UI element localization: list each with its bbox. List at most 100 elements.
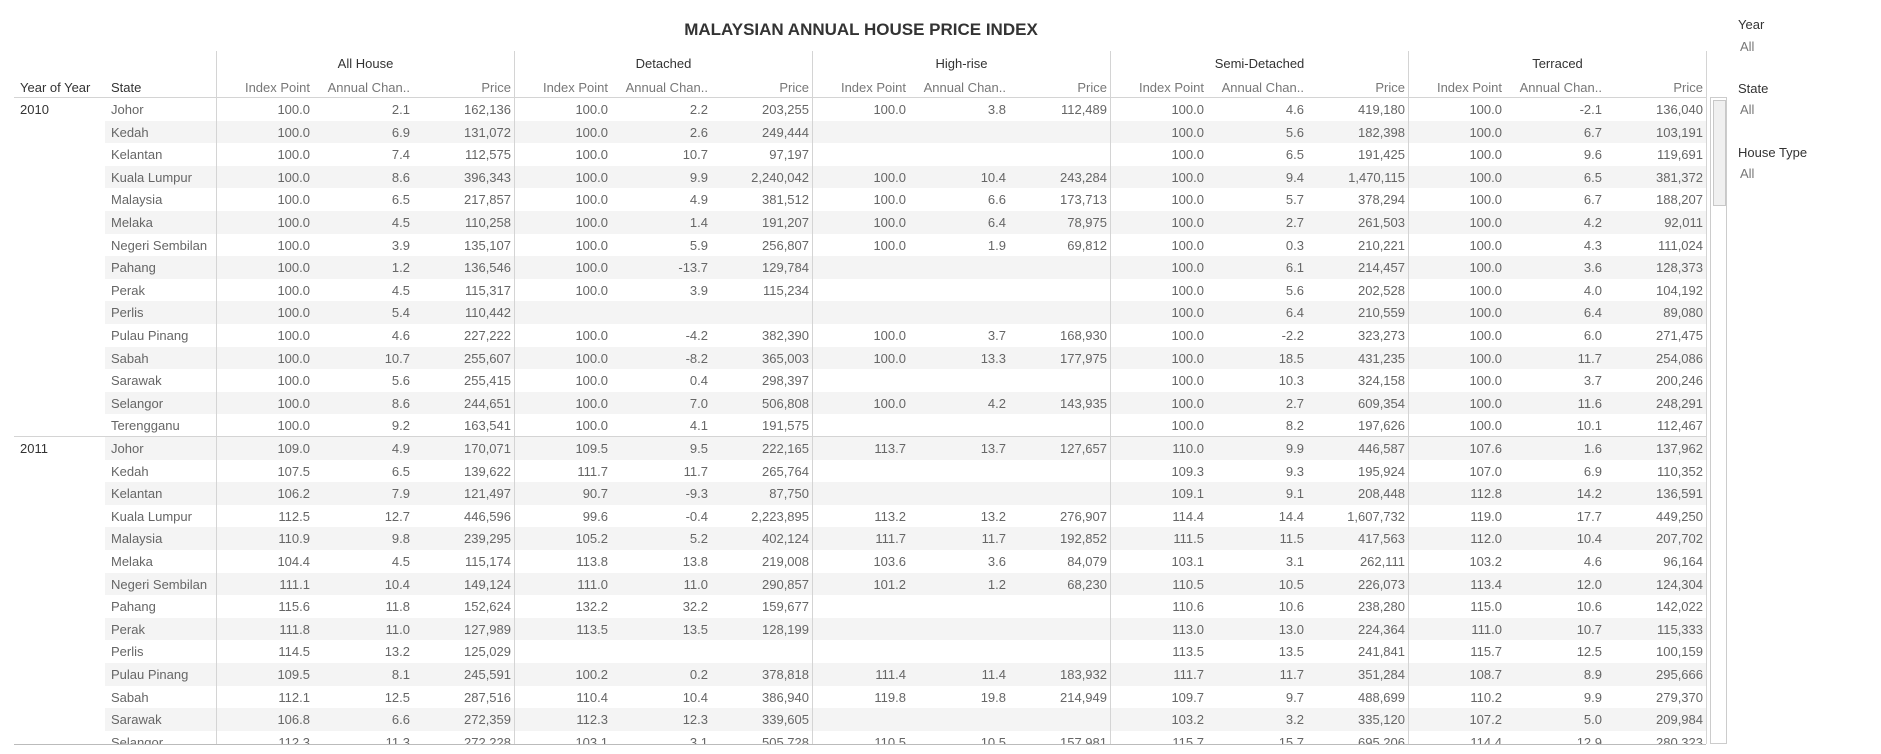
- annual-change-cell: 3.1: [689, 734, 708, 744]
- state-label: Perlis: [111, 305, 144, 321]
- price-cell: 226,073: [1358, 576, 1405, 592]
- table-row[interactable]: Sabah 112.1 12.5 287,516 110.4 10.4 386,940 119…: [0, 686, 1706, 709]
- table-row[interactable]: Perlis 114.5 13.2 125,029 113.5 13.5 241,841 11…: [0, 640, 1706, 663]
- price-cell: 89,080: [1663, 305, 1703, 321]
- annual-change-cell: 3.6: [1583, 260, 1602, 276]
- table-row[interactable]: Pulau Pinang 100.0 4.6 227,222 100.0 -4.2 382,…: [0, 324, 1706, 347]
- filter-year-value[interactable]: All: [1740, 39, 1755, 54]
- table-row[interactable]: Pahang 115.6 11.8 152,624 132.2 32.2 159,677 11…: [0, 595, 1706, 618]
- price-cell: 87,750: [769, 486, 809, 502]
- column-header[interactable]: Annual Chan..: [1519, 80, 1602, 95]
- table-row[interactable]: 2010 Johor 100.0 2.1 162,136 100.0 2.2 203,255 1…: [0, 98, 1706, 121]
- table-row[interactable]: Kuala Lumpur 100.0 8.6 396,343 100.0 9.9 2,240…: [0, 165, 1706, 189]
- column-header[interactable]: Index Point: [840, 80, 906, 95]
- table-row[interactable]: Melaka 100.0 4.5 110,258 100.0 1.4 191,207 100.…: [0, 211, 1706, 234]
- price-cell: 298,397: [762, 373, 809, 389]
- annual-change-cell: 10.4: [682, 689, 708, 705]
- annual-change-cell: 18.5: [1278, 350, 1304, 366]
- group-header[interactable]: Semi-Detached: [1214, 56, 1305, 71]
- index-point-cell: 101.2: [873, 576, 906, 592]
- filter-house-type-value[interactable]: All: [1740, 166, 1755, 181]
- group-header[interactable]: Detached: [635, 56, 692, 71]
- group-header[interactable]: High-rise: [935, 56, 988, 71]
- table-row[interactable]: Pulau Pinang 109.5 8.1 245,591 100.2 0.2 378,8…: [0, 663, 1706, 686]
- annual-change-cell: 1.4: [689, 215, 708, 230]
- index-point-cell: 100.0: [1469, 282, 1502, 298]
- price-cell: 129,784: [762, 260, 809, 276]
- table-row[interactable]: Malaysia 100.0 6.5 217,857 100.0 4.9 381,512 10…: [0, 188, 1706, 211]
- table-row[interactable]: Sarawak 106.8 6.6 272,359 112.3 12.3 339,605 10…: [0, 708, 1706, 731]
- column-header[interactable]: Price: [1077, 80, 1107, 95]
- price-cell: 446,587: [1358, 441, 1405, 456]
- state-label: Johor: [111, 441, 144, 456]
- index-point-cell: 100.0: [277, 328, 310, 343]
- table-row[interactable]: Melaka 104.4 4.5 115,174 113.8 13.8 219,008 103…: [0, 550, 1706, 573]
- annual-change-cell: 4.0: [1583, 282, 1602, 298]
- group-header[interactable]: All House: [337, 56, 394, 71]
- annual-change-cell: 10.1: [1576, 418, 1602, 434]
- column-header[interactable]: Index Point: [1436, 80, 1502, 95]
- index-point-cell: 100.0: [1469, 192, 1502, 208]
- column-header[interactable]: Price: [1673, 80, 1703, 95]
- column-header[interactable]: Annual Chan..: [625, 80, 708, 95]
- column-header[interactable]: Annual Chan..: [923, 80, 1006, 95]
- price-cell: 280,323: [1656, 734, 1703, 744]
- column-header[interactable]: Annual Chan..: [327, 80, 410, 95]
- state-label: Pahang: [111, 599, 156, 615]
- scrollbar-thumb[interactable]: [1713, 100, 1726, 206]
- table-row[interactable]: Malaysia 110.9 9.8 239,295 105.2 5.2 402,124 11…: [0, 527, 1706, 550]
- price-cell: 351,284: [1358, 667, 1405, 682]
- price-cell: 254,086: [1656, 350, 1703, 366]
- table-row[interactable]: Sarawak 100.0 5.6 255,415 100.0 0.4 298,397 100…: [0, 369, 1706, 392]
- table-row[interactable]: Kedah 107.5 6.5 139,622 111.7 11.7 265,764 109.…: [0, 460, 1706, 483]
- row-band: [105, 708, 1706, 731]
- index-point-cell: 100.0: [1469, 350, 1502, 366]
- state-label: Negeri Sembilan: [111, 237, 208, 253]
- table-row[interactable]: Perak 100.0 4.5 115,317 100.0 3.9 115,234 100.0…: [0, 279, 1706, 302]
- price-cell: 381,512: [762, 192, 809, 208]
- table-row[interactable]: Kelantan 106.2 7.9 121,497 90.7 -9.3 87,750 109…: [0, 482, 1706, 505]
- index-point-cell: 100.0: [1171, 282, 1204, 298]
- column-header[interactable]: Price: [481, 80, 511, 95]
- row-header-year[interactable]: Year of Year: [20, 80, 91, 95]
- table-row[interactable]: Perak 111.8 11.0 127,989 113.5 13.5 128,199 113…: [0, 617, 1706, 641]
- index-point-cell: 100.0: [1469, 328, 1502, 343]
- column-header[interactable]: Price: [779, 80, 809, 95]
- column-divider: [1408, 51, 1409, 744]
- column-header[interactable]: Price: [1375, 80, 1405, 95]
- price-cell: 248,291: [1656, 395, 1703, 411]
- state-label: Johor: [111, 102, 144, 117]
- table-row[interactable]: Pahang 100.0 1.2 136,546 100.0 -13.7 129,784 10…: [0, 256, 1706, 279]
- annual-change-cell: 13.7: [980, 441, 1006, 456]
- group-header[interactable]: Terraced: [1532, 56, 1583, 71]
- column-header[interactable]: Index Point: [542, 80, 608, 95]
- vertical-scrollbar[interactable]: [1710, 97, 1727, 744]
- table-row[interactable]: Kedah 100.0 6.9 131,072 100.0 2.6 249,444 100.0…: [0, 120, 1706, 144]
- price-cell: 2,223,895: [751, 508, 809, 524]
- table-row[interactable]: Selangor 112.3 11.3 272,228 103.1 3.1 505,728 1…: [0, 731, 1706, 744]
- annual-change-cell: -9.3: [685, 486, 708, 502]
- column-header[interactable]: Index Point: [244, 80, 310, 95]
- table-row[interactable]: Perlis 100.0 5.4 110,442 100.0 6.4 210,559 100.…: [0, 301, 1706, 324]
- annual-change-cell: 12.5: [1576, 644, 1602, 660]
- table-row[interactable]: 2011 Johor 109.0 4.9 170,071 109.5 9.5 222,165 1…: [0, 437, 1706, 460]
- annual-change-cell: -13.7: [678, 260, 708, 276]
- table-row[interactable]: Negeri Sembilan 100.0 3.9 135,107 100.0 5.9 25…: [0, 234, 1706, 257]
- table-row[interactable]: Terengganu 100.0 9.2 163,541 100.0 4.1 191,575…: [0, 414, 1706, 437]
- index-point-cell: 104.4: [277, 554, 310, 569]
- index-point-cell: 99.6: [582, 508, 608, 524]
- price-cell: 159,677: [762, 599, 809, 615]
- index-point-cell: 100.0: [277, 147, 310, 163]
- column-header[interactable]: Index Point: [1138, 80, 1204, 95]
- row-header-state[interactable]: State: [111, 80, 142, 95]
- table-row[interactable]: Selangor 100.0 8.6 244,651 100.0 7.0 506,808 10…: [0, 391, 1706, 415]
- column-header[interactable]: Annual Chan..: [1221, 80, 1304, 95]
- table-row[interactable]: Kelantan 100.0 7.4 112,575 100.0 10.7 97,197 10…: [0, 143, 1706, 166]
- table-row[interactable]: Negeri Sembilan 111.1 10.4 149,124 111.0 11.0…: [0, 572, 1706, 596]
- filter-state-value[interactable]: All: [1740, 102, 1755, 117]
- annual-change-cell: 10.5: [1278, 576, 1304, 592]
- table-row[interactable]: Kuala Lumpur 112.5 12.7 446,596 99.6 -0.4 2,22…: [0, 505, 1706, 528]
- table-row[interactable]: Sabah 100.0 10.7 255,607 100.0 -8.2 365,003 100…: [0, 346, 1706, 370]
- annual-change-cell: 5.6: [1285, 124, 1304, 140]
- index-point-cell: 103.2: [1469, 554, 1502, 569]
